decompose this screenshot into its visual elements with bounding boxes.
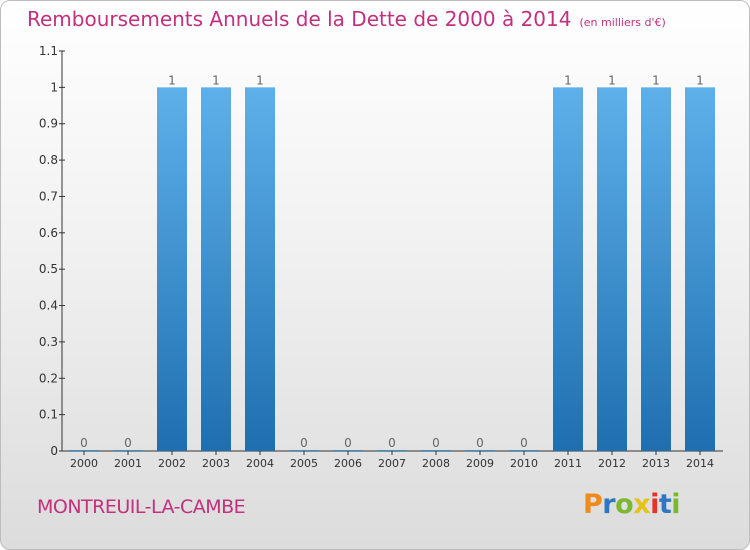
chart-title-text: Remboursements Annuels de la Dette de 20…: [27, 7, 572, 31]
data-label-2013: 1: [652, 73, 660, 87]
logo-letter: t: [658, 489, 672, 520]
data-label-2012: 1: [608, 73, 616, 87]
x-tick-label: 2008: [422, 457, 450, 470]
logo-letter: x: [633, 489, 651, 520]
y-tick-label: 0.2: [39, 371, 58, 385]
bar-2003: [201, 87, 231, 451]
data-label-2000: 0: [80, 436, 88, 450]
bar-2007: [377, 450, 407, 451]
bar-2010: [509, 450, 539, 451]
y-tick-label: 0.8: [39, 153, 58, 167]
data-label-2010: 0: [520, 436, 528, 450]
y-tick-label: 0: [50, 444, 58, 458]
x-tick-label: 2011: [554, 457, 582, 470]
data-label-2001: 0: [124, 436, 132, 450]
x-tick-label: 2003: [202, 457, 230, 470]
x-tick-label: 2014: [686, 457, 714, 470]
y-tick-label: 1.1: [39, 44, 58, 58]
bar-2005: [289, 450, 319, 451]
data-label-2008: 0: [432, 436, 440, 450]
data-label-2014: 1: [696, 73, 704, 87]
y-tick-label: 0.7: [39, 189, 58, 203]
y-tick-label: 0.3: [39, 335, 58, 349]
bar-2001: [113, 450, 143, 451]
bar-2000: [69, 450, 99, 451]
x-tick-label: 2010: [510, 457, 538, 470]
x-tick-label: 2001: [114, 457, 142, 470]
y-tick-label: 0.4: [39, 299, 58, 313]
chart-unit: (en milliers d'€): [579, 16, 666, 29]
bar-2012: [597, 87, 627, 451]
chart-title: Remboursements Annuels de la Dette de 20…: [27, 7, 666, 31]
y-tick-label: 0.9: [39, 117, 58, 131]
x-tick-label: 2013: [642, 457, 670, 470]
data-label-2004: 1: [256, 73, 264, 87]
bar-2008: [421, 450, 451, 451]
x-tick-label: 2009: [466, 457, 494, 470]
x-tick-label: 2007: [378, 457, 406, 470]
data-label-2011: 1: [564, 73, 572, 87]
bar-2006: [333, 450, 363, 451]
logo-letter: i: [650, 489, 659, 520]
data-label-2007: 0: [388, 436, 396, 450]
data-label-2003: 1: [212, 73, 220, 87]
data-label-2009: 0: [476, 436, 484, 450]
y-tick-label: 1: [50, 80, 58, 94]
y-tick-label: 0.5: [39, 262, 58, 276]
y-axis: 0 0.1 0.2 0.3 0.4 0.5 0.6 0.7 0.8 0.9 1 1.1: [39, 44, 65, 458]
bar-2014: [685, 87, 715, 451]
x-tick-label: 2012: [598, 457, 626, 470]
proxiti-logo: Proxiti: [583, 489, 681, 520]
x-tick-label: 2004: [246, 457, 274, 470]
commune-name: MONTREUIL-LA-CAMBE: [37, 496, 246, 518]
y-tick-label: 0.6: [39, 226, 58, 240]
x-tick-label: 2000: [70, 457, 98, 470]
x-tick-label: 2005: [290, 457, 318, 470]
bar-2004: [245, 87, 275, 451]
logo-letter: o: [615, 489, 634, 520]
x-axis: 2000 2001 2002 2003 2004 2005 2006 2007 2008 2009…: [62, 450, 723, 470]
data-label-2006: 0: [344, 436, 352, 450]
x-tick-label: 2002: [158, 457, 186, 470]
logo-letter: i: [671, 489, 681, 520]
bar-2002: [157, 87, 187, 451]
data-label-2002: 1: [168, 73, 176, 87]
bars: [69, 87, 715, 451]
logo-letter: P: [583, 489, 603, 520]
data-labels: 0 0 1 1 1 0 0 0 0 0 0 1 1 1 1: [80, 73, 704, 450]
bar-2011: [553, 87, 583, 451]
x-tick-label: 2006: [334, 457, 362, 470]
logo-letter: r: [602, 489, 616, 520]
data-label-2005: 0: [300, 436, 308, 450]
bar-2013: [641, 87, 671, 451]
bar-2009: [465, 450, 495, 451]
y-tick-label: 0.1: [39, 408, 58, 422]
